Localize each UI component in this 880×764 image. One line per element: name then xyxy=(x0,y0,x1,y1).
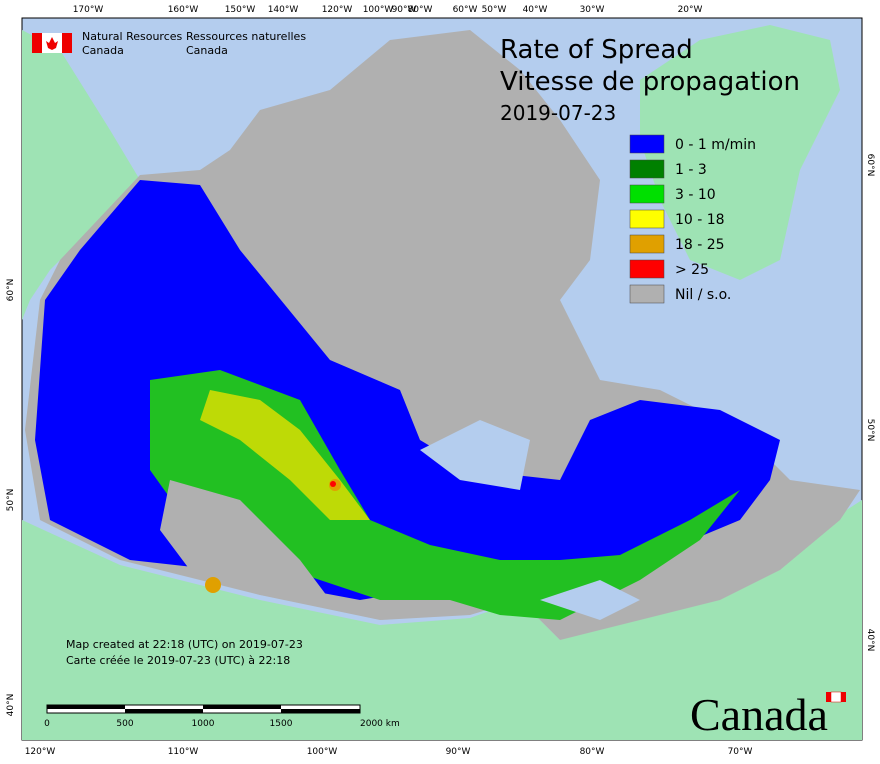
alaska xyxy=(22,30,140,320)
flag-bar xyxy=(32,33,42,53)
graticule: 170°W 160°W 150°W 140°W 120°W 100°W90°W80°W 60… xyxy=(6,5,875,757)
scale-seg xyxy=(203,705,281,709)
land xyxy=(22,25,862,740)
lon-label: 110°W xyxy=(168,747,199,757)
lon-label: 120°W xyxy=(322,5,353,15)
lon-label: 80°W xyxy=(408,5,433,15)
legend-swatch xyxy=(629,234,665,254)
legend-label: 0 - 1 m/min xyxy=(675,137,756,153)
lon-label: 170°W xyxy=(73,5,104,15)
legend-label: > 25 xyxy=(675,262,709,278)
legend-label: 18 - 25 xyxy=(675,237,725,253)
legend: 0 - 1 m/min 1 - 3 3 - 10 10 - 18 18 - 25 > 25… xyxy=(629,134,756,304)
scale-label: 500 xyxy=(116,719,133,729)
lon-label: 20°W xyxy=(678,5,703,15)
agency-en: Natural Resources xyxy=(82,30,183,43)
title: Vitesse de propagation xyxy=(500,67,800,97)
legend-label: 1 - 3 xyxy=(675,162,707,178)
lon-label: 90°W xyxy=(392,5,417,15)
legend-swatch xyxy=(629,134,665,154)
flag-bar xyxy=(62,33,72,53)
lon-label: 120°W xyxy=(25,747,56,757)
lon-label: 90°W xyxy=(446,747,471,757)
hudson-bay xyxy=(420,420,530,490)
legend-label: 3 - 10 xyxy=(675,187,716,203)
logo xyxy=(32,33,72,53)
lon-label: 100°W xyxy=(363,5,394,15)
scale-label: 0 xyxy=(44,719,50,729)
lon-label: 150°W xyxy=(225,5,256,15)
maple-leaf xyxy=(46,37,58,50)
lon-label: 140°W xyxy=(268,5,299,15)
wordmark-flag xyxy=(830,691,842,703)
lat-label: 60°N xyxy=(865,154,875,177)
credit: Carte créée le 2019-07-23 (UTC) à 22:18 xyxy=(66,654,290,667)
legend-swatch xyxy=(629,259,665,279)
scale-label: 1000 xyxy=(192,719,215,729)
title: Rate of Spread xyxy=(500,35,693,65)
scale-seg xyxy=(125,709,203,713)
agency-fr: Canada xyxy=(186,44,228,57)
date: 2019-07-23 xyxy=(500,101,616,125)
lat-label: 40°N xyxy=(865,629,875,652)
lon-label: 30°W xyxy=(580,5,605,15)
fire-very-high xyxy=(205,577,221,593)
scale-seg xyxy=(47,705,125,709)
lon-label: 70°W xyxy=(728,747,753,757)
scale-seg xyxy=(281,709,360,713)
wordmark-flag xyxy=(826,692,831,702)
fire-high xyxy=(200,390,370,520)
greenland xyxy=(640,25,840,280)
fire-extreme xyxy=(330,481,336,487)
legend-swatch xyxy=(629,184,665,204)
wordmark: Canada xyxy=(690,689,828,740)
lon-label: 100°W xyxy=(307,747,338,757)
legend-swatch xyxy=(629,209,665,229)
lon-label: 80°W xyxy=(580,747,605,757)
lat-label: 40°N xyxy=(6,694,16,717)
lon-label: 60°W xyxy=(453,5,478,15)
wordmark-flag xyxy=(841,692,846,702)
lon-label: 50°W xyxy=(482,5,507,15)
prairie-nil xyxy=(160,480,330,600)
agency-fr: Ressources naturelles xyxy=(186,30,306,43)
scale-bar xyxy=(46,704,361,714)
usa xyxy=(22,500,862,740)
lat-label: 50°N xyxy=(865,419,875,442)
legend-swatch xyxy=(629,159,665,179)
legend-swatch xyxy=(629,284,665,304)
great-lakes xyxy=(540,580,640,620)
lon-label: 160°W xyxy=(168,5,199,15)
legend-label: 10 - 18 xyxy=(675,212,725,228)
credit: Map created at 22:18 (UTC) on 2019-07-23 xyxy=(66,638,303,651)
lon-label: 40°W xyxy=(523,5,548,15)
lat-label: 60°N xyxy=(6,279,16,302)
legend-label: Nil / s.o. xyxy=(675,287,731,303)
lat-label: 50°N xyxy=(6,489,16,512)
scale-label: 2000 km xyxy=(360,719,400,729)
agency-en: Canada xyxy=(82,44,124,57)
scale-labels: 0 500 1000 1500 2000 km xyxy=(44,719,400,729)
scale-label: 1500 xyxy=(270,719,293,729)
